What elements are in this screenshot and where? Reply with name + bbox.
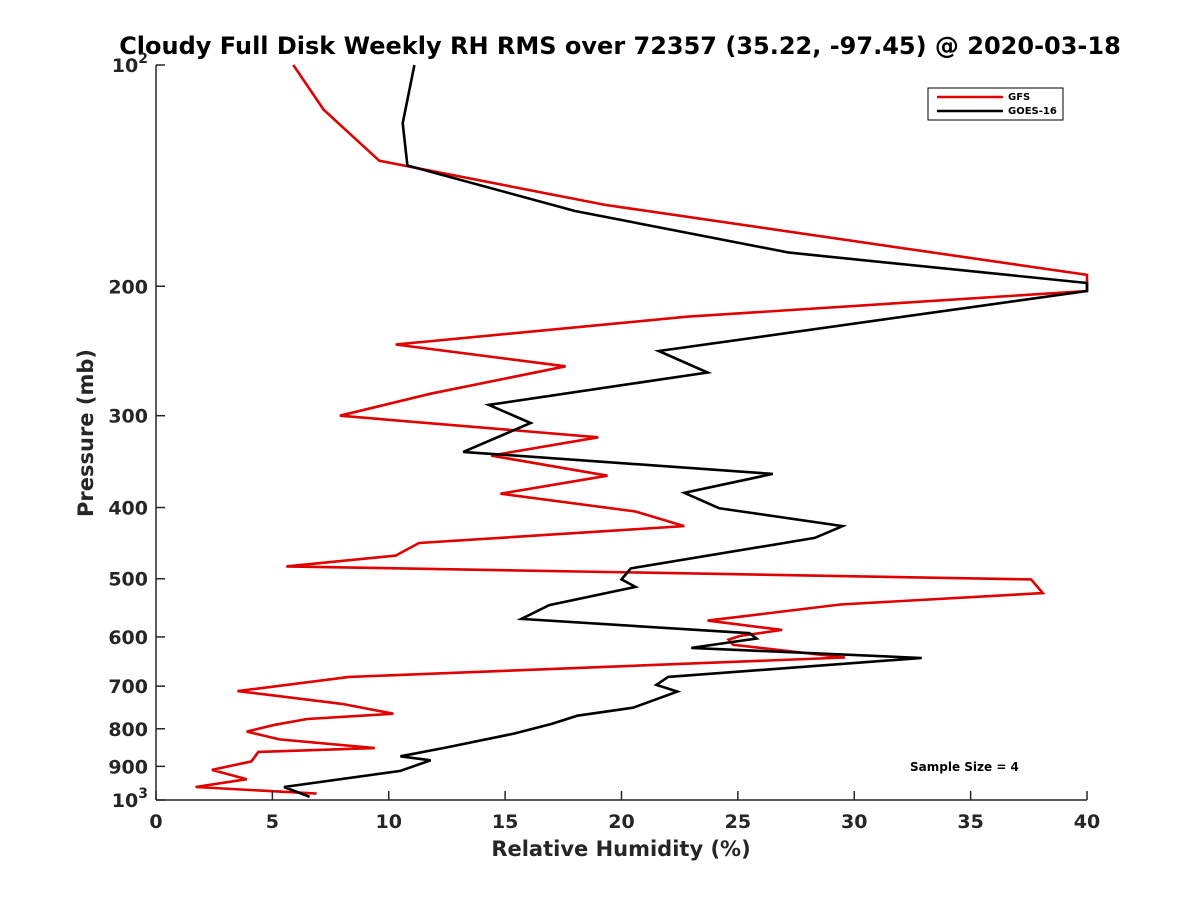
- y-tick-label: 900: [108, 756, 148, 778]
- chart-title: Cloudy Full Disk Weekly RH RMS over 7235…: [119, 32, 1121, 60]
- y-axis-label: Pressure (mb): [74, 349, 98, 517]
- legend-label-gfs: GFS: [1008, 92, 1030, 103]
- y-tick-label: 103: [112, 786, 148, 812]
- y-tick-label: 300: [108, 406, 148, 428]
- x-axis-label: Relative Humidity (%): [491, 837, 750, 861]
- y-tick-label: 102: [112, 51, 148, 77]
- legend-label-goes16: GOES-16: [1008, 106, 1057, 117]
- y-tick-label: 400: [108, 498, 148, 520]
- x-tick-label: 30: [841, 811, 867, 833]
- x-tick-label: 35: [957, 811, 983, 833]
- y-axis-ticks: 102 200 300 400 500 600 700 800 900 103: [108, 51, 165, 812]
- x-tick-label: 5: [266, 811, 279, 833]
- y-tick-label: 600: [108, 627, 148, 649]
- x-tick-label: 15: [492, 811, 518, 833]
- legend-box: [927, 87, 1064, 121]
- y-tick-label: 700: [108, 676, 148, 698]
- series-line-gfs: [195, 64, 1089, 795]
- x-tick-label: 20: [608, 811, 634, 833]
- y-tick-label: 800: [108, 719, 148, 741]
- x-tick-label: 40: [1074, 811, 1100, 833]
- series-layer: [195, 64, 1089, 799]
- x-tick-label: 0: [149, 811, 162, 833]
- x-axis-ticks: 0 5 10 15 20 25 30 35 40: [149, 791, 1100, 833]
- legend: GFS GOES-16: [927, 87, 1064, 121]
- series-line-goes16: [283, 64, 1089, 799]
- y-tick-label: 500: [108, 569, 148, 591]
- x-tick-label: 25: [725, 811, 751, 833]
- x-tick-label: 10: [376, 811, 402, 833]
- sample-size-annotation: Sample Size = 4: [910, 760, 1019, 774]
- y-tick-label: 200: [108, 276, 148, 298]
